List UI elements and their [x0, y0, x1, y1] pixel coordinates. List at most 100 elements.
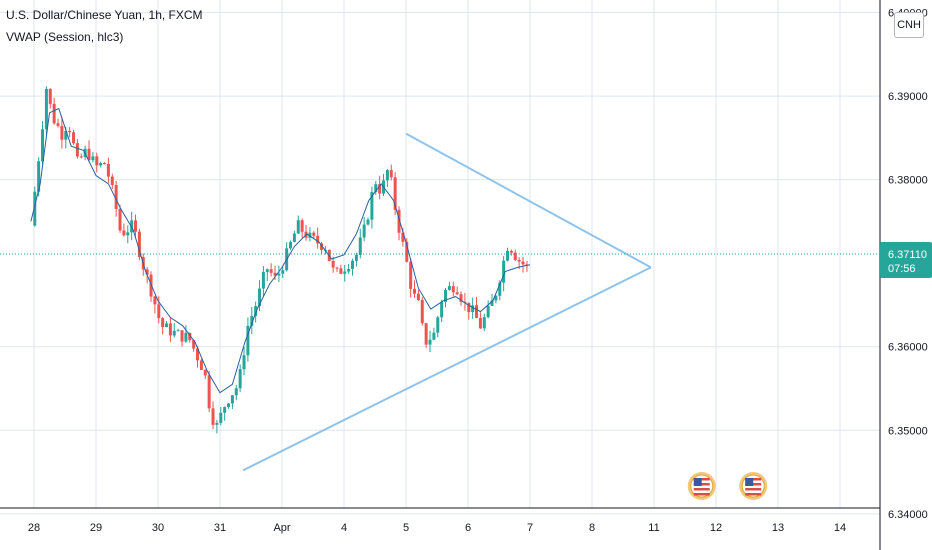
candle-body — [72, 132, 76, 144]
candle-body — [157, 304, 161, 319]
candle-body — [370, 191, 374, 220]
x-tick-label: 30 — [152, 522, 164, 534]
indicator-label[interactable]: VWAP (Session, hlc3) — [6, 30, 124, 44]
candle-body — [351, 260, 355, 269]
candle-body — [110, 176, 114, 186]
candle-body — [180, 330, 184, 342]
candle-body — [343, 271, 347, 274]
candle-body — [246, 325, 250, 356]
last-price-tag — [880, 241, 932, 278]
candle-body — [215, 422, 219, 425]
candle-body — [118, 208, 122, 231]
candle-body — [184, 332, 188, 342]
trendline[interactable] — [405, 132, 652, 269]
candle-body — [196, 348, 200, 361]
x-tick-label: 5 — [403, 522, 409, 534]
candle-body — [347, 268, 351, 272]
candle-body — [56, 123, 60, 126]
candle-body — [165, 323, 169, 328]
economic-events[interactable] — [687, 472, 768, 500]
candle-body — [320, 243, 324, 250]
candle-body — [354, 254, 358, 261]
candle-body — [64, 130, 68, 140]
candle-body — [362, 224, 366, 238]
candle-body — [482, 317, 486, 329]
candle-body — [265, 269, 269, 272]
candle-body — [308, 232, 312, 238]
candle-body — [261, 271, 265, 289]
x-tick-label: 11 — [648, 522, 659, 534]
symbol-title[interactable]: U.S. Dollar/Chinese Yuan, 1h, FXCM — [6, 8, 203, 22]
candle-body — [75, 143, 79, 157]
candle-body — [339, 268, 343, 274]
candle-body — [227, 403, 231, 408]
candle-body — [254, 306, 258, 316]
vwap-line — [30, 107, 531, 394]
candle-body — [525, 264, 529, 266]
candle-body — [172, 330, 176, 336]
x-tick-label: 12 — [710, 522, 722, 534]
candle-body — [199, 360, 203, 370]
candle-body — [289, 242, 293, 249]
candle-body — [405, 241, 409, 262]
candle-body — [467, 302, 471, 313]
candle-body — [459, 294, 463, 302]
candle-body — [207, 375, 211, 409]
x-tick-label: 4 — [341, 522, 347, 534]
x-tick-label: 29 — [90, 522, 102, 534]
y-tick-label: 6.39000 — [888, 91, 928, 103]
candle-body — [455, 292, 459, 295]
candle-body — [506, 250, 510, 261]
candle-body — [502, 260, 506, 283]
candle-body — [490, 300, 494, 306]
candle-body — [428, 339, 432, 345]
candle-body — [106, 163, 110, 177]
us-flag-icon[interactable] — [687, 472, 716, 500]
candle-body — [401, 232, 405, 242]
candle-body — [432, 332, 436, 340]
candle-body — [48, 88, 52, 104]
x-tick-label: 28 — [28, 522, 40, 534]
candle-body — [451, 286, 455, 293]
x-tick-label: Apr — [273, 522, 290, 534]
candle-body — [37, 161, 41, 192]
candle-body — [122, 230, 126, 236]
candle-body — [188, 332, 192, 341]
candle-body — [316, 235, 320, 244]
candle-body — [424, 323, 428, 345]
candle-body — [60, 125, 64, 140]
candle-body — [478, 317, 482, 329]
candle-body — [223, 407, 227, 413]
candle-body — [463, 301, 467, 303]
triangle-trendlines[interactable] — [242, 132, 652, 472]
candle-body — [409, 261, 413, 289]
us-flag-icon[interactable] — [739, 472, 768, 500]
candle-body — [87, 148, 91, 161]
candle-body — [95, 156, 99, 166]
candle-body — [134, 220, 138, 232]
candle-body — [397, 209, 401, 233]
candle-body — [281, 270, 285, 274]
x-tick-label: 31 — [214, 522, 226, 534]
candle-body — [358, 237, 362, 255]
candle-body — [145, 269, 149, 275]
trendline[interactable] — [242, 266, 652, 472]
candle-body — [385, 170, 389, 181]
candle-body — [250, 315, 254, 326]
currency-button[interactable]: CNH — [894, 12, 924, 38]
candle-body — [137, 231, 141, 258]
candle-body — [444, 289, 448, 302]
candle-body — [273, 272, 277, 276]
candle-body — [219, 412, 223, 423]
candle-body — [296, 220, 300, 234]
candle-body — [378, 184, 382, 194]
candle-body — [521, 261, 525, 265]
candle-body — [494, 295, 498, 301]
candle-body — [258, 288, 262, 307]
y-tick-label: 6.34000 — [888, 509, 928, 521]
countdown-label: 07:56 — [888, 263, 916, 275]
candle-body — [475, 305, 479, 318]
candle-body — [292, 233, 296, 243]
